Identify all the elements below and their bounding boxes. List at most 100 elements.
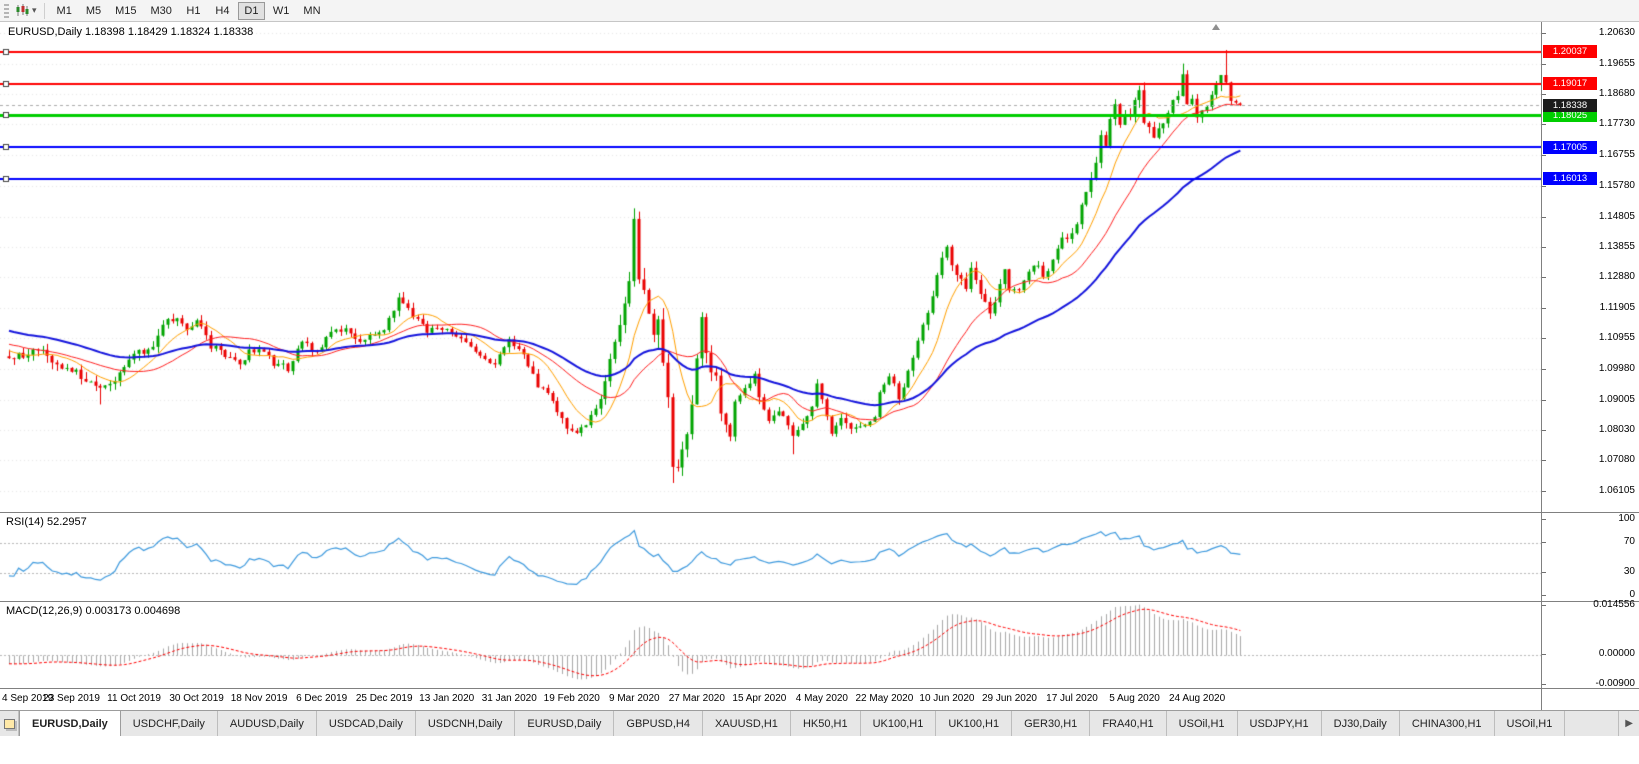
price-scale-border (1541, 22, 1542, 710)
chart-tab-usoil-h1[interactable]: USOil,H1 (1167, 711, 1238, 736)
chevron-down-icon[interactable]: ▾ (32, 5, 37, 15)
scale-tick-mark (1542, 308, 1546, 310)
price-tick-label: 1.14805 (1598, 210, 1635, 222)
chart-tab-eurusd-daily[interactable]: EURUSD,Daily (19, 711, 121, 736)
date-label: 31 Jan 2020 (481, 693, 537, 704)
chart-type-icon[interactable] (15, 4, 29, 17)
chart-tab-usoil-h1[interactable]: USOil,H1 (1495, 711, 1566, 736)
scale-tick-mark (1542, 368, 1546, 370)
chart-tab-usdcad-daily[interactable]: USDCAD,Daily (317, 711, 416, 736)
main-chart-canvas[interactable] (0, 22, 1541, 512)
level-price-box: 1.20037 (1543, 45, 1597, 58)
chart-tab-eurusd-daily[interactable]: EURUSD,Daily (515, 711, 615, 736)
scale-tick-mark (1542, 63, 1546, 65)
price-tick-label: 100 (1618, 513, 1635, 524)
chart-tab-usdchf-daily[interactable]: USDCHF,Daily (121, 711, 218, 736)
price-tick-label: 1.07080 (1598, 454, 1635, 466)
chart-tab-bar: EURUSD,Daily USDCHF,Daily AUDUSD,Daily USDC… (0, 710, 1639, 736)
scale-tick-mark (1542, 399, 1546, 401)
scale-tick-mark (1542, 684, 1546, 685)
price-tick-label: 70 (1623, 535, 1635, 547)
date-label: 29 Jun 2020 (981, 693, 1037, 704)
chart-tab-dj30-daily[interactable]: DJ30,Daily (1322, 711, 1400, 736)
chart-tab-hk50-h1[interactable]: HK50,H1 (791, 711, 861, 736)
timeframe-button-mn[interactable]: MN (297, 2, 326, 20)
price-tick-label: -0.00900 (1595, 678, 1635, 689)
chart-tab-audusd-daily[interactable]: AUDUSD,Daily (218, 711, 317, 736)
price-tick-label: 1.08030 (1598, 424, 1635, 436)
date-label: 24 Aug 2020 (1168, 693, 1226, 704)
date-label: 4 Sep 2019 (2, 693, 54, 704)
scale-tick-mark (1542, 595, 1546, 596)
date-axis[interactable]: 4 Sep 2019 23 Sep 2019 11 Oct 2019 30 Oct 2… (0, 688, 1639, 710)
chart-tab-ger30-h1[interactable]: GER30,H1 (1012, 711, 1091, 736)
scale-tick-mark (1542, 338, 1546, 340)
timeframe-button-d1[interactable]: D1 (237, 1, 265, 20)
price-tick-label: 30 (1623, 566, 1635, 578)
date-label: 27 Mar 2020 (668, 693, 725, 704)
chart-tab-fra40-h1[interactable]: FRA40,H1 (1090, 711, 1167, 736)
price-tick-label: 1.19655 (1598, 57, 1635, 69)
date-label: 15 Apr 2020 (732, 693, 787, 704)
timeframe-button-m1[interactable]: M1 (51, 2, 78, 20)
current-price-box: 1.18338 (1543, 99, 1597, 112)
price-tick-label: 1.18680 (1598, 88, 1635, 100)
scale-tick-mark (1542, 605, 1546, 606)
price-tick-label: 0.00000 (1598, 647, 1635, 659)
price-tick-label: 1.06105 (1598, 485, 1635, 496)
scale-tick-mark (1542, 430, 1546, 432)
level-price-box: 1.17005 (1543, 141, 1597, 154)
scale-tick-mark (1542, 155, 1546, 157)
chart-tab-gbpusd-h4[interactable]: GBPUSD,H4 (614, 711, 703, 736)
timeframe-button-w1[interactable]: W1 (267, 2, 296, 20)
timeframe-button-h4[interactable]: H4 (209, 2, 236, 20)
chart-tab-china300-h1[interactable]: CHINA300,H1 (1400, 711, 1495, 736)
date-label: 22 May 2020 (855, 693, 914, 704)
timeframe-button-h1[interactable]: H1 (180, 2, 207, 20)
date-label: 9 Mar 2020 (609, 693, 660, 704)
scale-tick-mark (1542, 124, 1546, 126)
chart-tab-uk100-h1[interactable]: UK100,H1 (861, 711, 937, 736)
scale-tick-mark (1542, 653, 1546, 655)
date-label: 4 May 2020 (795, 693, 849, 704)
scale-tick-mark (1542, 460, 1546, 462)
macd-label: MACD(12,26,9) 0.003173 0.004698 (6, 605, 181, 617)
rsi-canvas[interactable] (0, 513, 1541, 601)
date-label: 30 Oct 2019 (169, 693, 224, 704)
price-tick-label: 1.15780 (1598, 179, 1635, 191)
main-chart-panel: EURUSD,Daily 1.18398 1.18429 1.18324 1.1… (0, 22, 1639, 512)
date-label: 17 Jul 2020 (1046, 693, 1098, 704)
date-label: 19 Feb 2020 (543, 693, 600, 704)
rsi-label: RSI(14) 52.2957 (6, 516, 87, 528)
price-tick-label: 1.10955 (1598, 332, 1635, 344)
date-label: 13 Jan 2020 (419, 693, 475, 704)
chart-shift-marker-icon[interactable] (1212, 24, 1220, 30)
chart-ohlc-label: EURUSD,Daily 1.18398 1.18429 1.18324 1.1… (8, 26, 254, 38)
date-label: 25 Dec 2019 (355, 693, 413, 704)
timeframe-button-m30[interactable]: M30 (145, 2, 178, 20)
timeframe-button-m15[interactable]: M15 (109, 2, 142, 20)
chart-tab-xauusd-h1[interactable]: XAUUSD,H1 (703, 711, 791, 736)
window-list-icon[interactable] (0, 711, 19, 736)
price-scale[interactable]: 1.20630 1.19655 1.18680 1.17730 1.16755 1.157… (1542, 22, 1639, 710)
date-label: 5 Aug 2020 (1109, 693, 1160, 704)
scale-tick-mark (1542, 491, 1546, 492)
scale-tick-mark (1542, 33, 1546, 34)
price-tick-label: 1.13855 (1598, 240, 1635, 252)
level-price-box: 1.16013 (1543, 172, 1597, 185)
chart-tab-uk100-h1[interactable]: UK100,H1 (936, 711, 1013, 736)
scale-tick-mark (1542, 277, 1546, 279)
rsi-indicator-panel: RSI(14) 52.2957 (0, 512, 1639, 601)
chart-tab-usdjpy-h1[interactable]: USDJPY,H1 (1238, 711, 1322, 736)
price-tick-label: 1.20630 (1598, 27, 1635, 38)
date-label: 10 Jun 2020 (919, 693, 975, 704)
price-tick-label: 1.11905 (1599, 302, 1635, 314)
chart-tab-usdcnh-daily[interactable]: USDCNH,Daily (416, 711, 516, 736)
macd-canvas[interactable] (0, 602, 1541, 688)
scale-tick-mark (1542, 94, 1546, 96)
toolbar-grip-icon[interactable] (4, 3, 9, 18)
toolbar-separator (43, 2, 45, 19)
timeframe-button-m5[interactable]: M5 (80, 2, 107, 20)
scale-tick-mark (1542, 541, 1546, 543)
tab-scroll-right-icon[interactable]: ▶ (1618, 711, 1639, 736)
